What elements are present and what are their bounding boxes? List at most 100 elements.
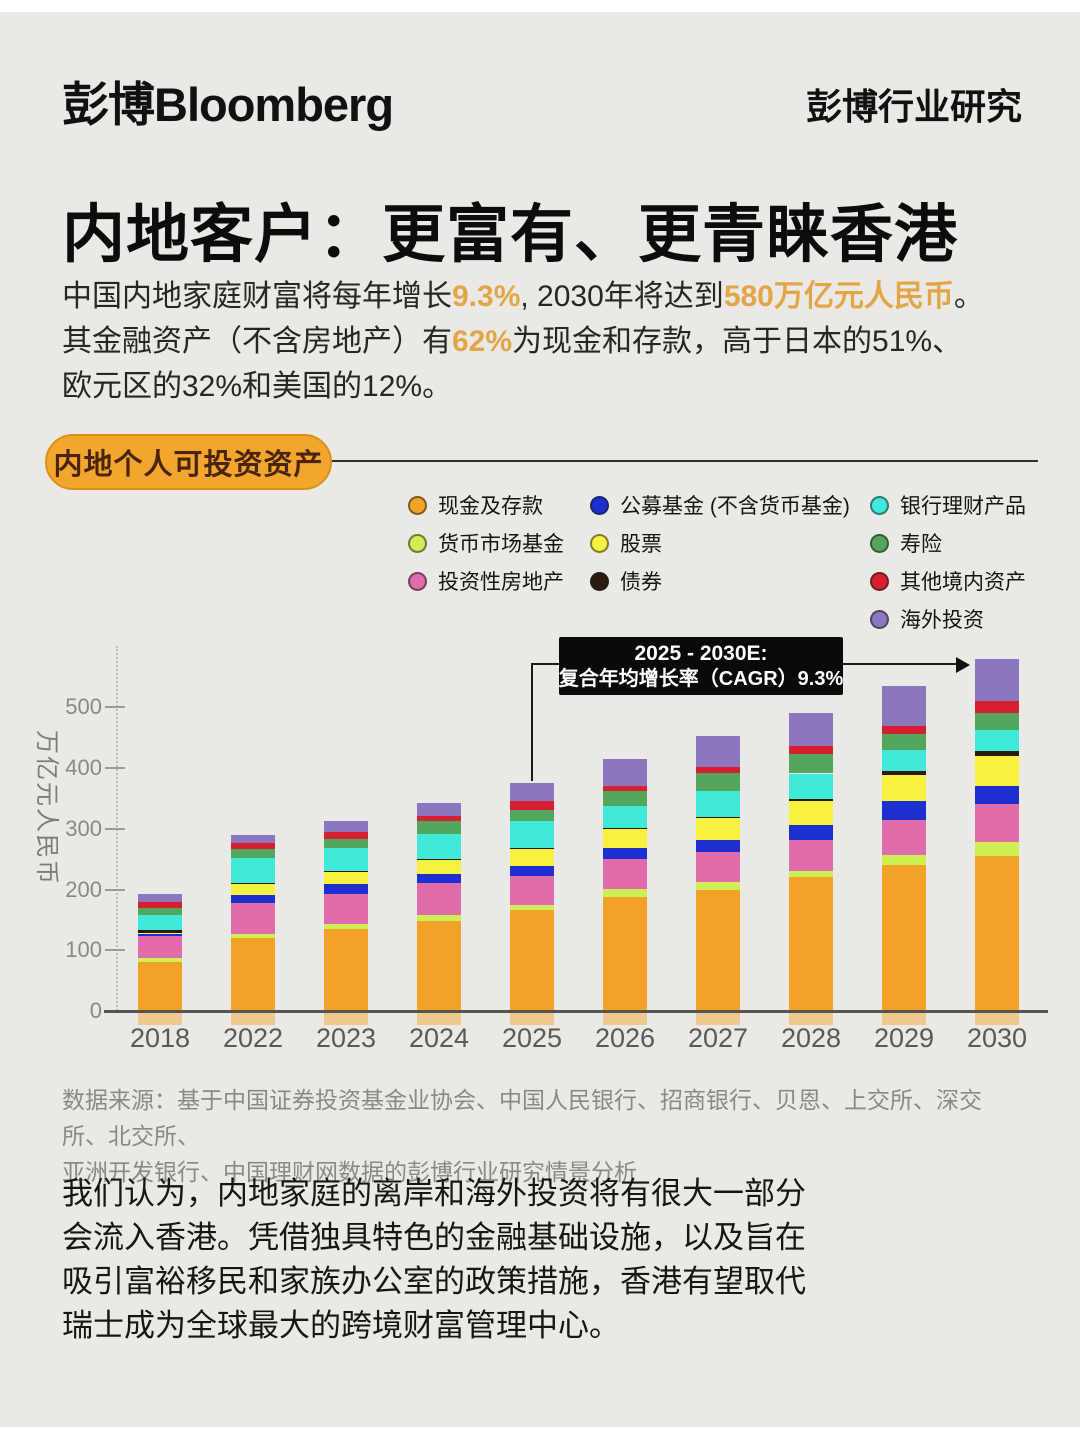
legend-dot-mutual-funds [590, 495, 609, 515]
bar-2018-segment-bonds [138, 930, 182, 933]
bar-2029-base-stub [882, 1013, 926, 1025]
legend-item-overseas-investment: 海外投资 [870, 606, 984, 632]
intro-seg2: , 2030年将达到 [520, 280, 724, 313]
legend-dot-stocks [590, 533, 609, 553]
legend-item-other-domestic: 其他境内资产 [870, 568, 1026, 594]
bar-2030-segment-bank-wealth-products [975, 729, 1019, 752]
bar-2018-segment-stocks [138, 932, 182, 935]
bar-2030-segment-other-domestic [975, 701, 1019, 713]
legend-dot-investment-property [408, 571, 427, 591]
y-tick-label: 200 [65, 876, 102, 902]
bar-2022-segment-cash-deposits [231, 938, 275, 1011]
legend-dot-other-domestic [870, 571, 889, 591]
bar-2026-segment-bank-wealth-products [603, 806, 647, 829]
bar-2022-segment-life-insurance [231, 848, 275, 858]
bar-2022-segment-money-market-funds [231, 933, 275, 939]
bar-2018-segment-investment-property [138, 936, 182, 958]
chart-title-badge: 内地个人可投资资产 [45, 434, 332, 490]
x-axis-label-2028: 2028 [780, 1023, 842, 1053]
legend-label-other-domestic: 其他境内资产 [900, 571, 1026, 594]
legend-label-overseas-investment: 海外投资 [900, 609, 984, 632]
intro-seg1: 中国内地家庭财富将每年增长 [62, 280, 452, 313]
intro-seg4: 为现金和存款，高于日本的51%、 欧元区的32%和美国的12%。 [62, 325, 963, 403]
bar-2022-segment-mutual-funds [231, 894, 275, 903]
x-axis-label-2030: 2030 [966, 1023, 1028, 1053]
legend-label-bank-wealth-products: 银行理财产品 [900, 495, 1026, 518]
y-tick-mark [105, 949, 125, 952]
bar-2024-segment-bank-wealth-products [417, 834, 461, 860]
y-tick-label: 0 [89, 998, 102, 1023]
bar-2027-segment-cash-deposits [696, 889, 740, 1011]
bar-2027-base-stub [696, 1013, 740, 1025]
legend-item-cash-deposits: 现金及存款 [408, 492, 543, 518]
bar-2029-segment-mutual-funds [882, 801, 926, 820]
bar-2030-base-stub [975, 1013, 1019, 1025]
bar-2023-segment-bonds [324, 870, 368, 872]
legend-label-life-insurance: 寿险 [900, 533, 942, 556]
legend-dot-money-market-funds [408, 533, 427, 553]
y-tick-mark [105, 767, 125, 770]
bar-2030-segment-investment-property [975, 804, 1019, 842]
bar-2028-segment-bank-wealth-products [789, 773, 833, 799]
bar-2024-segment-cash-deposits [417, 921, 461, 1011]
bar-2026-segment-mutual-funds [603, 847, 647, 860]
brand-right-label: 彭博行业研究 [805, 86, 1022, 127]
x-axis-label-2022: 2022 [222, 1023, 284, 1053]
bar-2018-segment-overseas-investment [138, 893, 182, 903]
bar-2026-segment-other-domestic [603, 786, 647, 792]
bar-2025-segment-mutual-funds [510, 865, 554, 876]
legend-dot-bank-wealth-products [870, 495, 889, 515]
bar-2027-segment-money-market-funds [696, 882, 740, 890]
x-axis-label-2023: 2023 [315, 1023, 377, 1053]
bar-2023-segment-mutual-funds [324, 884, 368, 895]
bar-2028-segment-money-market-funds [789, 871, 833, 878]
bar-2022-segment-bank-wealth-products [231, 857, 275, 883]
legend-dot-bonds [590, 571, 609, 591]
intro-highlight-growth: 9.3% [452, 280, 521, 313]
annotation-period: 2025 - 2030E: [634, 641, 768, 665]
bar-2026-segment-cash-deposits [603, 897, 647, 1011]
bar-2024-segment-money-market-funds [417, 915, 461, 922]
bar-2022-base-stub [231, 1013, 275, 1025]
x-axis-label-2025: 2025 [501, 1023, 563, 1053]
bar-2029-segment-investment-property [882, 819, 926, 855]
bar-2022-segment-stocks [231, 884, 275, 895]
x-axis-line [104, 1010, 1048, 1013]
bar-2030-segment-mutual-funds [975, 786, 1019, 805]
x-axis-label-2018: 2018 [129, 1023, 191, 1053]
bar-2024-segment-overseas-investment [417, 802, 461, 817]
bar-2030-segment-overseas-investment [975, 658, 1019, 702]
bar-2029-segment-bonds [882, 771, 926, 775]
bar-2023-segment-life-insurance [324, 839, 368, 848]
bar-2024-segment-bonds [417, 859, 461, 861]
bar-2027-segment-overseas-investment [696, 736, 740, 767]
annotation-connector-right [843, 663, 958, 665]
bar-2030-segment-cash-deposits [975, 855, 1019, 1011]
bar-2022-segment-other-domestic [231, 842, 275, 849]
legend-label-stocks: 股票 [620, 533, 662, 556]
bar-2025-segment-money-market-funds [510, 905, 554, 911]
bar-2029-segment-life-insurance [882, 734, 926, 751]
bar-2028-segment-bonds [789, 799, 833, 801]
bar-2024-segment-other-domestic [417, 816, 461, 821]
bar-2025-base-stub [510, 1013, 554, 1025]
y-tick-label: 300 [65, 815, 102, 841]
bar-2027-segment-stocks [696, 818, 740, 840]
bar-2026-segment-bonds [603, 828, 647, 830]
badge-rule-line [332, 460, 1038, 462]
y-tick-mark [105, 888, 125, 891]
bar-2018-segment-life-insurance [138, 908, 182, 916]
legend-item-investment-property: 投资性房地产 [408, 568, 564, 594]
bar-2026-segment-life-insurance [603, 791, 647, 807]
conclusion-paragraph: 我们认为，内地家庭的离岸和海外投资将有很大一部分 会流入香港。凭借独具特色的金融… [62, 1176, 806, 1343]
bar-2028-segment-overseas-investment [789, 713, 833, 746]
bar-2023-segment-investment-property [324, 894, 368, 925]
bar-2026-segment-stocks [603, 829, 647, 848]
bar-2028-segment-other-domestic [789, 745, 833, 755]
bloomberg-logo: 彭博Bloomberg [62, 78, 394, 131]
bar-2024-base-stub [417, 1013, 461, 1025]
bar-2028-segment-mutual-funds [789, 825, 833, 840]
bar-2025-segment-bonds [510, 848, 554, 850]
legend-item-bank-wealth-products: 银行理财产品 [870, 492, 1026, 518]
